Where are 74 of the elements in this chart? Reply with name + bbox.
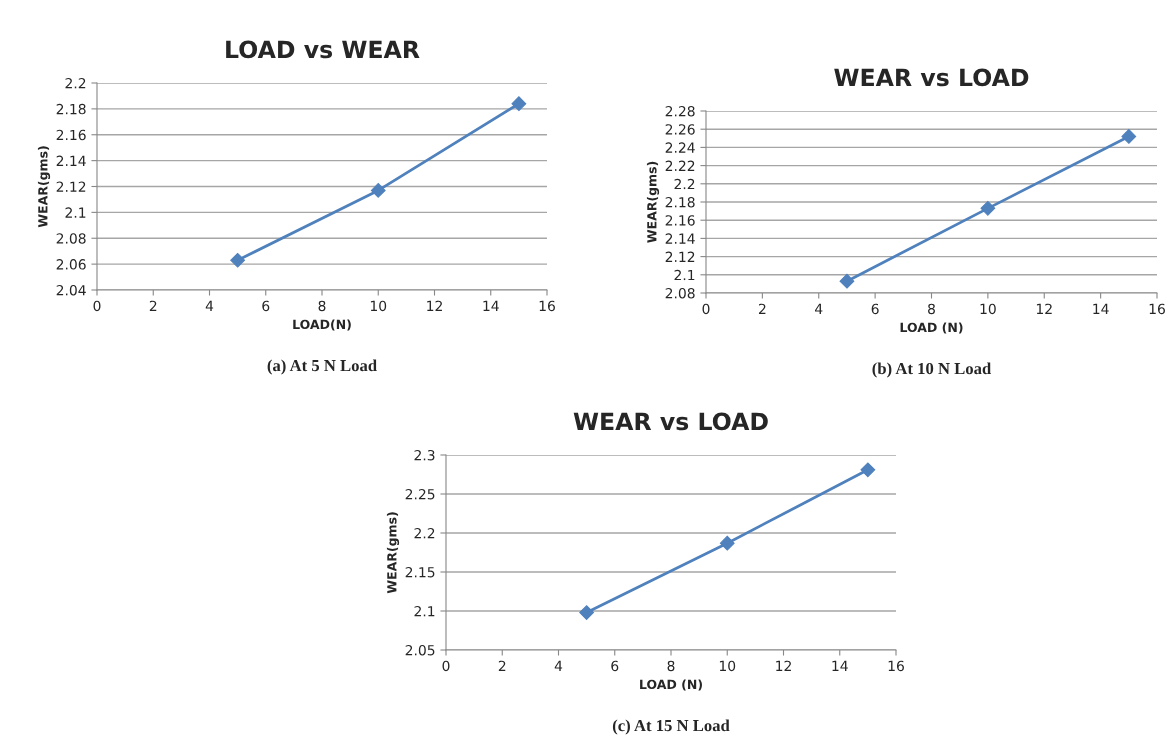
point [839, 273, 855, 289]
x-tick-label: 2 [498, 660, 506, 671]
x-tick-label: 2 [758, 303, 766, 314]
x-tick-label: 10 [719, 660, 736, 672]
y-axis-title: WEAR(gms) [386, 512, 400, 594]
x-tick-label: 14 [483, 300, 499, 311]
x-tick-label: 8 [667, 660, 675, 672]
y-tick-label: 2.2 [65, 77, 86, 89]
x-axis-title: LOAD (N) [640, 679, 702, 691]
point [579, 605, 595, 620]
y-tick-label: 2.1 [674, 269, 695, 281]
text: (b) At 10 N Load [872, 362, 992, 378]
point [511, 96, 527, 112]
x-tick-label: 8 [928, 303, 935, 315]
y-tick-label: 2.04 [56, 284, 86, 296]
x-tick-label: 0 [93, 300, 101, 312]
y-tick-label: 2.26 [665, 124, 695, 135]
x-tick-label: 10 [980, 303, 996, 315]
y-tick-label: 2.16 [56, 129, 86, 141]
y-tick-label: 2.25 [405, 488, 435, 500]
x-tick-label: 12 [427, 300, 442, 311]
y-tick-label: 2.08 [56, 233, 86, 244]
y-tick-label: 2.06 [56, 259, 86, 270]
point [980, 200, 996, 216]
x-axis-title: LOAD(N) [293, 319, 351, 331]
chart-title: WEAR vs LOAD [834, 68, 1029, 87]
x-tick-label: 2 [149, 300, 157, 311]
y-tick-label: 2.2 [414, 527, 435, 539]
y-tick-label: 2.22 [665, 160, 695, 171]
x-tick-label: 10 [370, 300, 387, 312]
y-tick-label: 2.1 [65, 207, 86, 218]
y-tick-label: 2.14 [665, 233, 695, 244]
y-tick-label: 2.3 [414, 449, 435, 461]
x-tick-label: 4 [554, 660, 563, 671]
y-axis-title: WEAR(gms) [37, 146, 51, 228]
x-tick-label: 12 [776, 660, 791, 671]
y-tick-label: 2.28 [665, 105, 695, 117]
y-tick-label: 2.1 [414, 605, 435, 617]
point [860, 462, 876, 478]
y-tick-label: 2.18 [665, 196, 695, 208]
point [719, 535, 735, 551]
x-tick-label: 0 [702, 303, 710, 315]
point [370, 182, 386, 198]
y-tick-label: 2.15 [405, 566, 435, 578]
y-tick-label: 2.12 [56, 181, 86, 192]
x-tick-label: 14 [832, 660, 848, 671]
x-tick-label: 8 [318, 300, 326, 312]
y-tick-label: 2.2 [674, 178, 695, 190]
x-tick-label: 12 [1036, 303, 1052, 314]
y-tick-label: 2.05 [405, 644, 435, 656]
x-tick-label: 6 [871, 303, 879, 315]
x-tick-label: 6 [262, 300, 270, 312]
chart-title: WEAR vs LOAD [573, 412, 768, 431]
point [230, 252, 246, 268]
x-tick-label: 6 [611, 660, 619, 672]
chart-title: LOAD vs WEAR [226, 40, 420, 59]
x-axis-title: LOAD (N) [900, 322, 963, 334]
x-tick-label: 0 [442, 660, 450, 672]
x-tick-label: 16 [539, 300, 555, 312]
x-tick-label: 14 [1093, 303, 1109, 314]
y-tick-label: 2.16 [665, 215, 695, 226]
y-tick-label: 2.08 [665, 287, 695, 299]
x-tick-label: 4 [205, 300, 214, 311]
point [1121, 129, 1137, 144]
text: (c) At 15 N Load [612, 719, 730, 735]
y-tick-label: 2.14 [56, 155, 86, 166]
x-tick-label: 16 [888, 660, 904, 672]
x-tick-label: 16 [1149, 303, 1165, 315]
y-tick-label: 2.18 [56, 103, 86, 115]
x-tick-label: 4 [815, 303, 823, 314]
y-tick-label: 2.12 [665, 251, 695, 262]
y-axis-title: WEAR(gms) [646, 161, 660, 243]
text: (a) At 5 N Load [267, 359, 377, 375]
y-tick-label: 2.24 [665, 142, 695, 153]
